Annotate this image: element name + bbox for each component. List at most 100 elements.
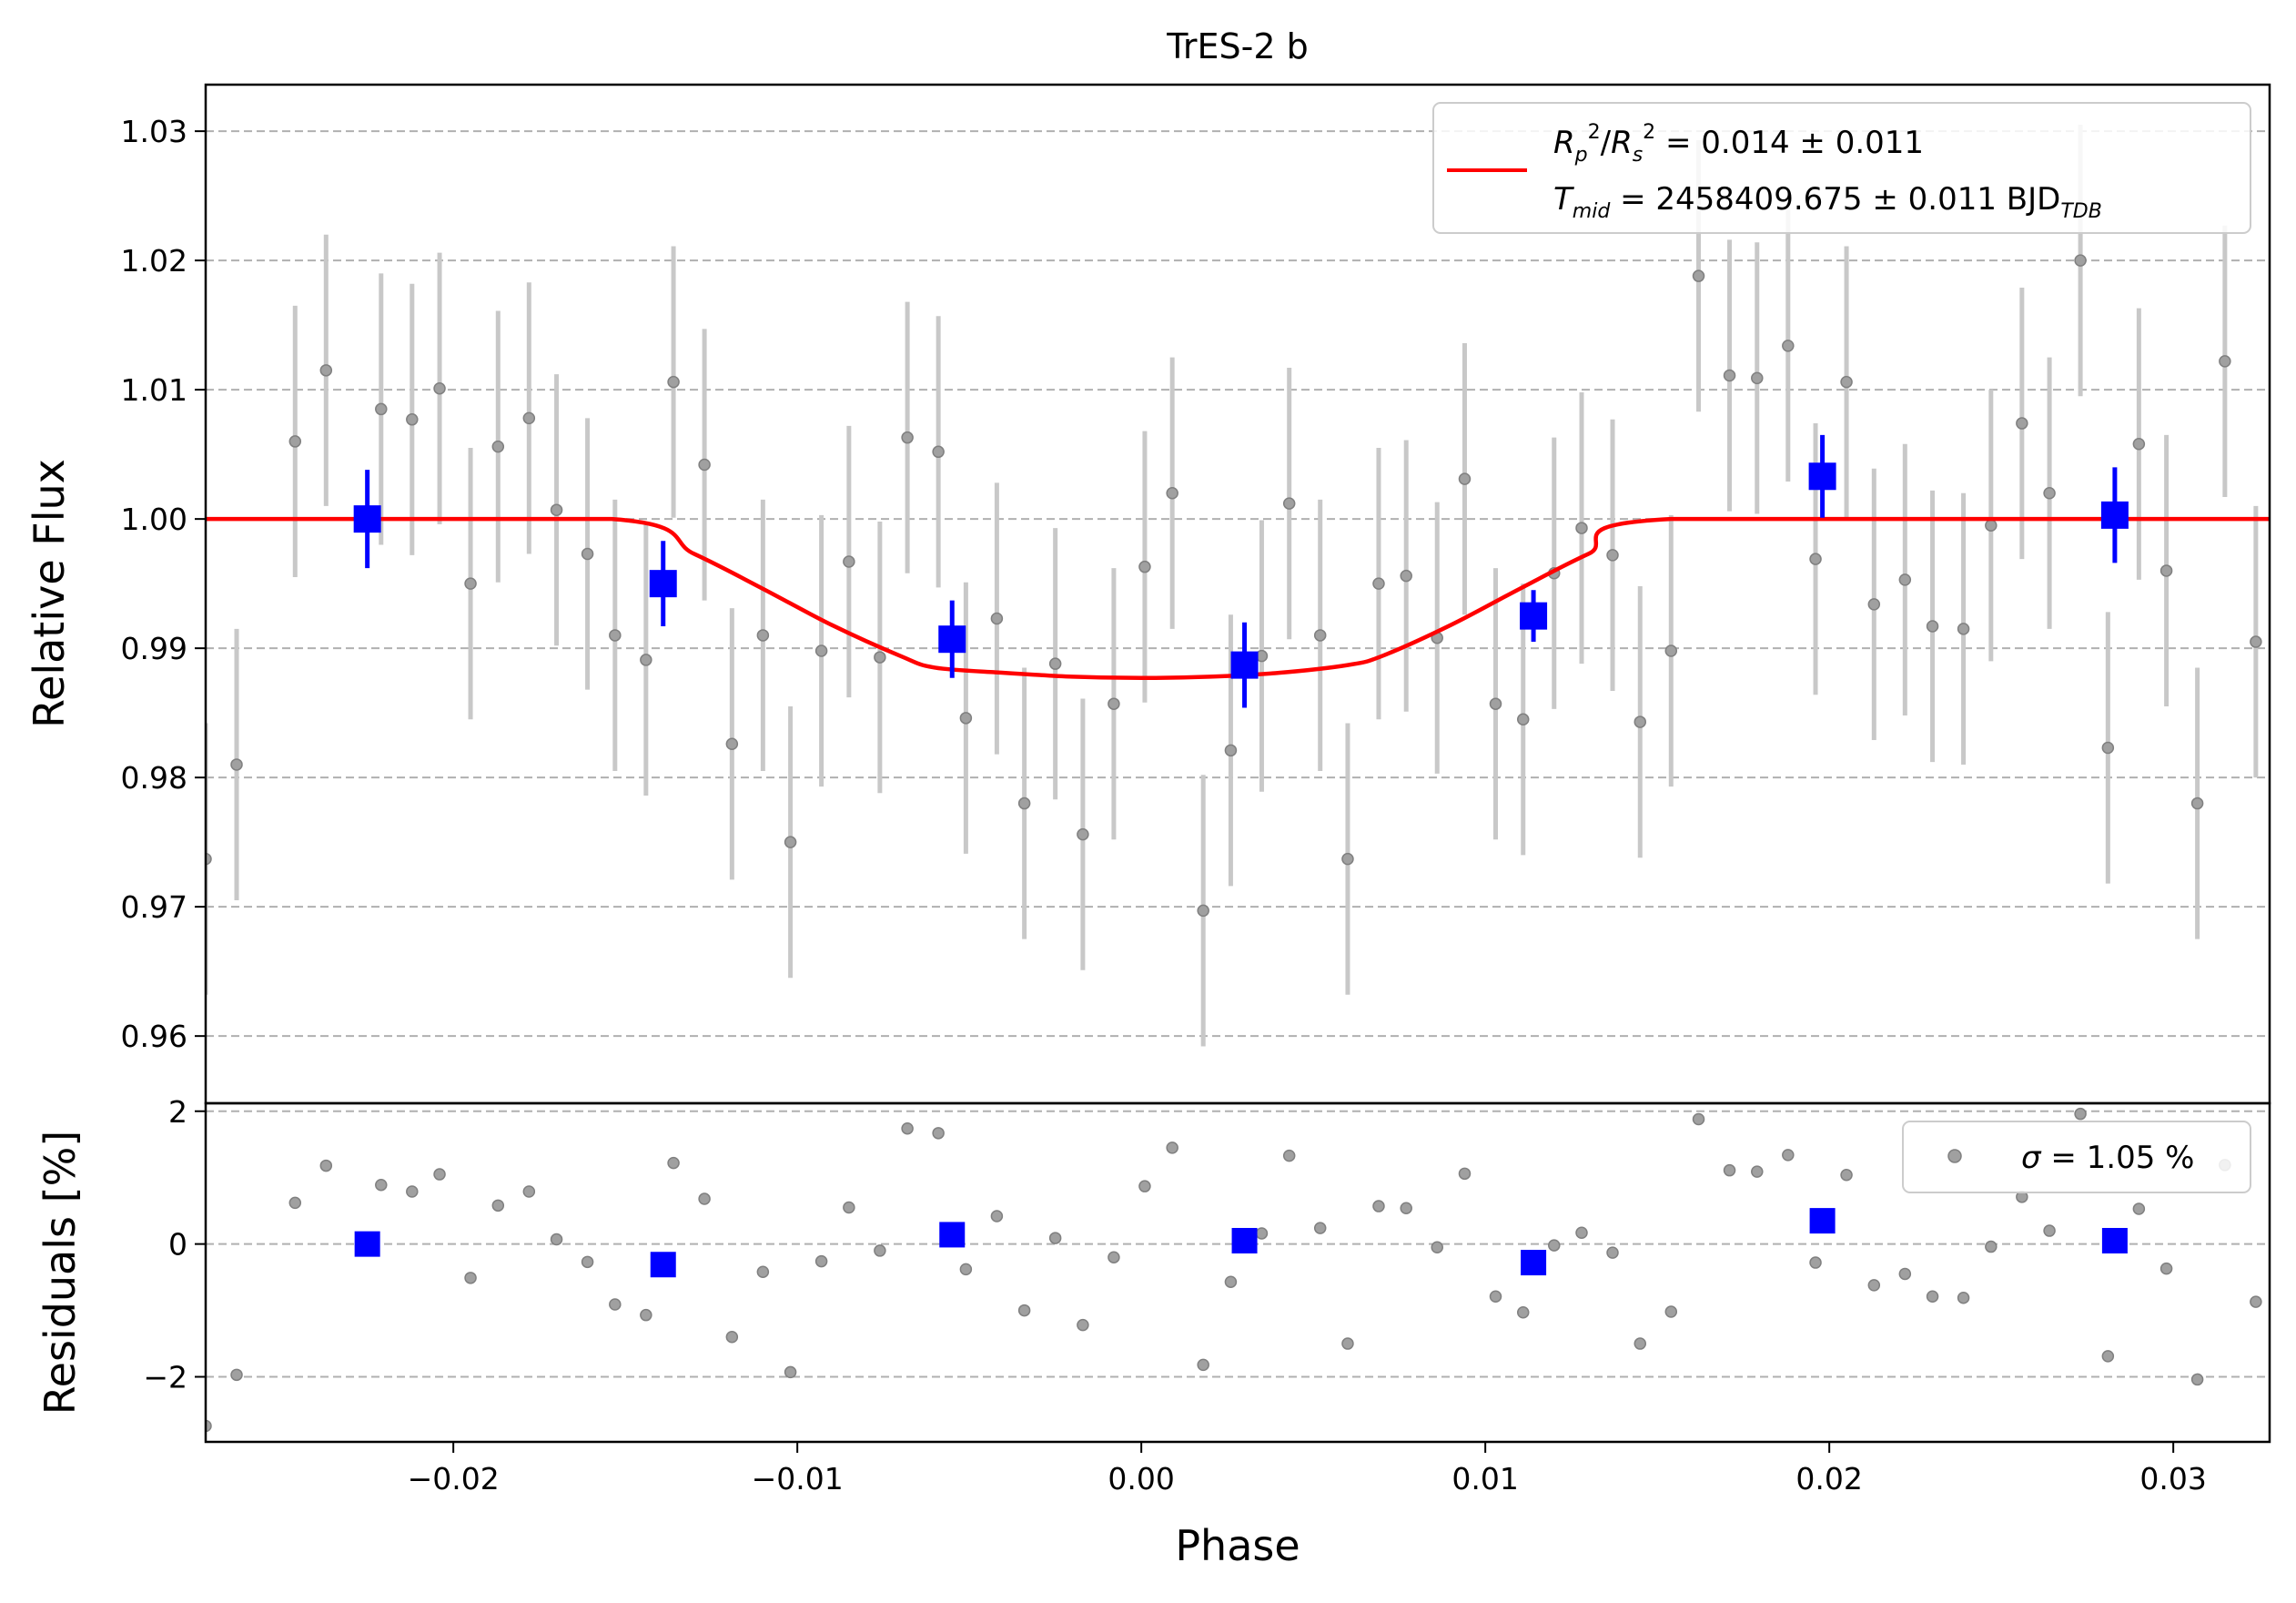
flux-point	[2250, 635, 2262, 648]
residual-point	[375, 1178, 388, 1192]
residual-point	[2101, 1350, 2115, 1363]
residual-point	[319, 1159, 333, 1172]
flux-point	[756, 629, 770, 642]
flux-point	[1197, 904, 1209, 918]
flux-point	[550, 503, 563, 516]
residual-binned-point	[1809, 1208, 1836, 1234]
flux-binned-point	[1808, 462, 1836, 491]
flux-point	[1372, 577, 1385, 590]
legend-depth-sub2: s	[1633, 144, 1643, 167]
flux-point	[1723, 369, 1736, 382]
residual-point	[667, 1156, 680, 1170]
flux-binned-point	[2100, 501, 2129, 529]
phase-xtick-label: 0.02	[1795, 1461, 1862, 1496]
flux-point	[2219, 355, 2231, 368]
legend-tmid-sym: T	[1553, 181, 1574, 218]
transit-model	[206, 516, 2270, 681]
flux-point	[874, 651, 886, 664]
phase-xaxis-ticks: −0.02 −0.01 0.00 0.01 0.02 0.03	[408, 1442, 2207, 1496]
chart-title: TrES-2 b	[1166, 26, 1308, 66]
flux-point	[1489, 697, 1502, 710]
phase-xtick-label: 0.03	[2139, 1461, 2206, 1496]
flux-point	[843, 555, 855, 568]
residual-point	[1809, 1256, 1822, 1269]
flux-point	[288, 435, 302, 448]
flux-ytick-label: 1.03	[121, 114, 187, 149]
flux-point	[2101, 741, 2115, 755]
flux-point	[230, 758, 243, 771]
flux-yaxis-ticks: 0.96 0.97 0.98 0.99 1.00 1.01 1.02 1.03	[121, 114, 206, 1054]
phase-xlabel: Phase	[1175, 1521, 1300, 1570]
phase-xtick-label: 0.00	[1108, 1461, 1174, 1496]
residual-point	[2190, 1373, 2204, 1386]
residual-point	[1166, 1141, 1178, 1154]
residual-binned-point	[1231, 1227, 1258, 1253]
residual-point	[433, 1168, 446, 1181]
residual-point	[1606, 1246, 1619, 1259]
transit-model-curve	[206, 516, 2270, 681]
residual-point	[1898, 1267, 1912, 1281]
residual-point	[2159, 1262, 2173, 1275]
residual-points	[206, 1107, 2262, 1433]
residuals-ytick-label: 0	[168, 1227, 187, 1263]
flux-point	[2074, 254, 2087, 267]
residual-point	[1723, 1163, 1736, 1177]
flux-point	[1575, 522, 1588, 534]
flux-point	[433, 381, 446, 395]
flux-binned-point	[353, 505, 381, 533]
residual-point	[1224, 1275, 1238, 1288]
flux-point	[1077, 827, 1089, 841]
flux-point	[581, 547, 594, 561]
residuals-ytick-label: −2	[143, 1360, 187, 1395]
flux-ytick-label: 1.01	[121, 372, 187, 408]
flux-point	[1898, 573, 1912, 586]
residual-point	[959, 1263, 973, 1276]
flux-point	[2016, 417, 2028, 430]
residual-point	[206, 1419, 212, 1433]
residual-point	[288, 1196, 302, 1210]
flux-point	[406, 413, 419, 426]
flux-point	[464, 577, 477, 590]
flux-binned-point	[938, 625, 966, 654]
flux-point	[932, 445, 945, 459]
flux-point	[1282, 497, 1296, 510]
residual-point	[1313, 1222, 1327, 1234]
flux-point	[1633, 715, 1647, 728]
residual-point	[1985, 1240, 1998, 1253]
residual-binned-point	[939, 1222, 966, 1248]
phase-xtick-label: −0.02	[408, 1461, 500, 1496]
flux-point	[1809, 553, 1822, 565]
flux-point	[990, 612, 1004, 625]
residual-point	[1077, 1318, 1089, 1332]
residual-point	[1197, 1358, 1209, 1372]
flux-point	[640, 654, 652, 666]
residual-point	[1957, 1291, 1970, 1304]
residual-binned-point	[2101, 1227, 2128, 1253]
flux-point	[1867, 598, 1881, 611]
flux-binned-point	[1230, 651, 1259, 679]
flux-binned	[353, 434, 2129, 708]
flux-point	[2159, 564, 2173, 577]
legend-sigma: σ = 1.05 %	[2021, 1140, 2194, 1176]
residual-point	[1108, 1251, 1120, 1263]
flux-point	[1985, 519, 1998, 532]
phase-xtick-label: 0.01	[1451, 1461, 1518, 1496]
residual-point	[1400, 1202, 1412, 1214]
legend-depth-sub1: p	[1574, 144, 1588, 167]
residual-point	[640, 1308, 652, 1322]
flux-point	[2132, 438, 2146, 451]
residual-point	[1489, 1290, 1502, 1304]
residual-point	[1633, 1337, 1647, 1350]
flux-point	[1017, 796, 1031, 810]
flux-ytick-label: 1.00	[121, 502, 187, 537]
flux-point	[1957, 623, 1970, 635]
flux-point	[375, 402, 388, 416]
flux-point	[2043, 486, 2056, 500]
residual-binned-point	[354, 1231, 380, 1257]
legend-depth: Rp2/Rs2 = 0.014 ± 0.011	[1553, 121, 1924, 167]
flux-ytick-label: 0.96	[121, 1019, 187, 1054]
residual-point	[2250, 1295, 2262, 1308]
residual-point	[1282, 1149, 1296, 1162]
flux-point	[319, 364, 333, 377]
residual-point	[784, 1365, 797, 1379]
